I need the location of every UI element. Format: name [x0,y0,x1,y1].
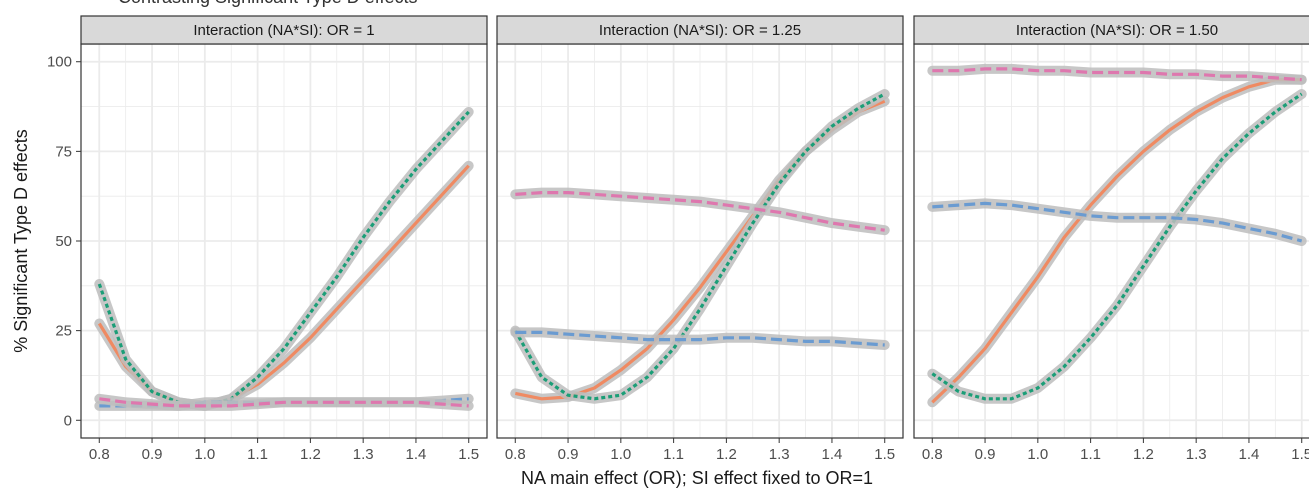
series-line-teal [931,92,1303,401]
x-tick-label: 0.8 [89,446,110,463]
y-tick-label: 50 [55,233,72,250]
series-line-blue [515,330,885,347]
facet-strip-label: Interaction (NA*SI): OR = 1.25 [599,22,801,39]
series-line-teal [97,110,470,408]
x-tick-label: 1.1 [663,446,684,463]
x-tick-label: 1.2 [1133,446,1154,463]
x-tick-label: 0.8 [505,446,526,463]
x-axis-title: NA main effect (OR); SI effect fixed to … [521,468,873,488]
series-line-orange [931,78,1302,404]
chart-panel-3: Interaction (NA*SI): OR = 1.50 0.8 0.9 1.0 1… [913,15,1309,463]
facet-strip [913,15,1309,45]
y-tick-label: 25 [55,323,72,340]
y-tick-label: 100 [47,54,72,71]
x-tick-label: 1.2 [300,446,321,463]
x-tick-label: 0.9 [975,446,996,463]
series-line-pink [515,191,885,232]
x-tick-label: 1.0 [194,446,215,463]
y-axis-title: % Significant Type D effects [11,129,31,352]
x-tick-label: 1.4 [1239,446,1260,463]
x-tick-label: 0.8 [922,446,943,463]
facet-strip [80,15,488,45]
facet-strip-label: Interaction (NA*SI): OR = 1 [193,22,374,39]
chart-panel-2: Interaction (NA*SI): OR = 1.25 0.8 0.9 1.0 1… [496,15,904,463]
x-tick-label: 1.4 [406,446,427,463]
x-tick-label: 1.0 [610,446,631,463]
x-tick-label: 1.1 [247,446,268,463]
x-tick-label: 1.3 [1186,446,1207,463]
x-tick-label: 0.9 [558,446,579,463]
series-line-teal [513,92,886,401]
figure-top-text: Contrasting Significant Type D effects [118,0,418,7]
x-tick-label: 1.5 [1291,446,1309,463]
series-line-pink [932,67,1302,82]
x-tick-label: 1.5 [874,446,895,463]
facet-strip [496,15,904,45]
x-tick-label: 1.1 [1080,446,1101,463]
facet-strip-label: Interaction (NA*SI): OR = 1.50 [1016,22,1218,39]
series-line-blue [932,201,1303,243]
y-tick-label: 75 [55,143,72,160]
chart-panel-1: Interaction (NA*SI): OR = 1 0.8 0.9 1.0 1.1 1… [47,15,488,463]
series-line-pink [99,397,469,408]
x-tick-label: 1.3 [769,446,790,463]
x-tick-label: 0.9 [142,446,163,463]
x-tick-label: 1.5 [458,446,479,463]
x-tick-label: 1.3 [353,446,374,463]
y-tick-label: 0 [64,412,72,429]
x-tick-label: 1.4 [822,446,843,463]
x-tick-label: 1.0 [1027,446,1048,463]
x-tick-label: 1.2 [716,446,737,463]
